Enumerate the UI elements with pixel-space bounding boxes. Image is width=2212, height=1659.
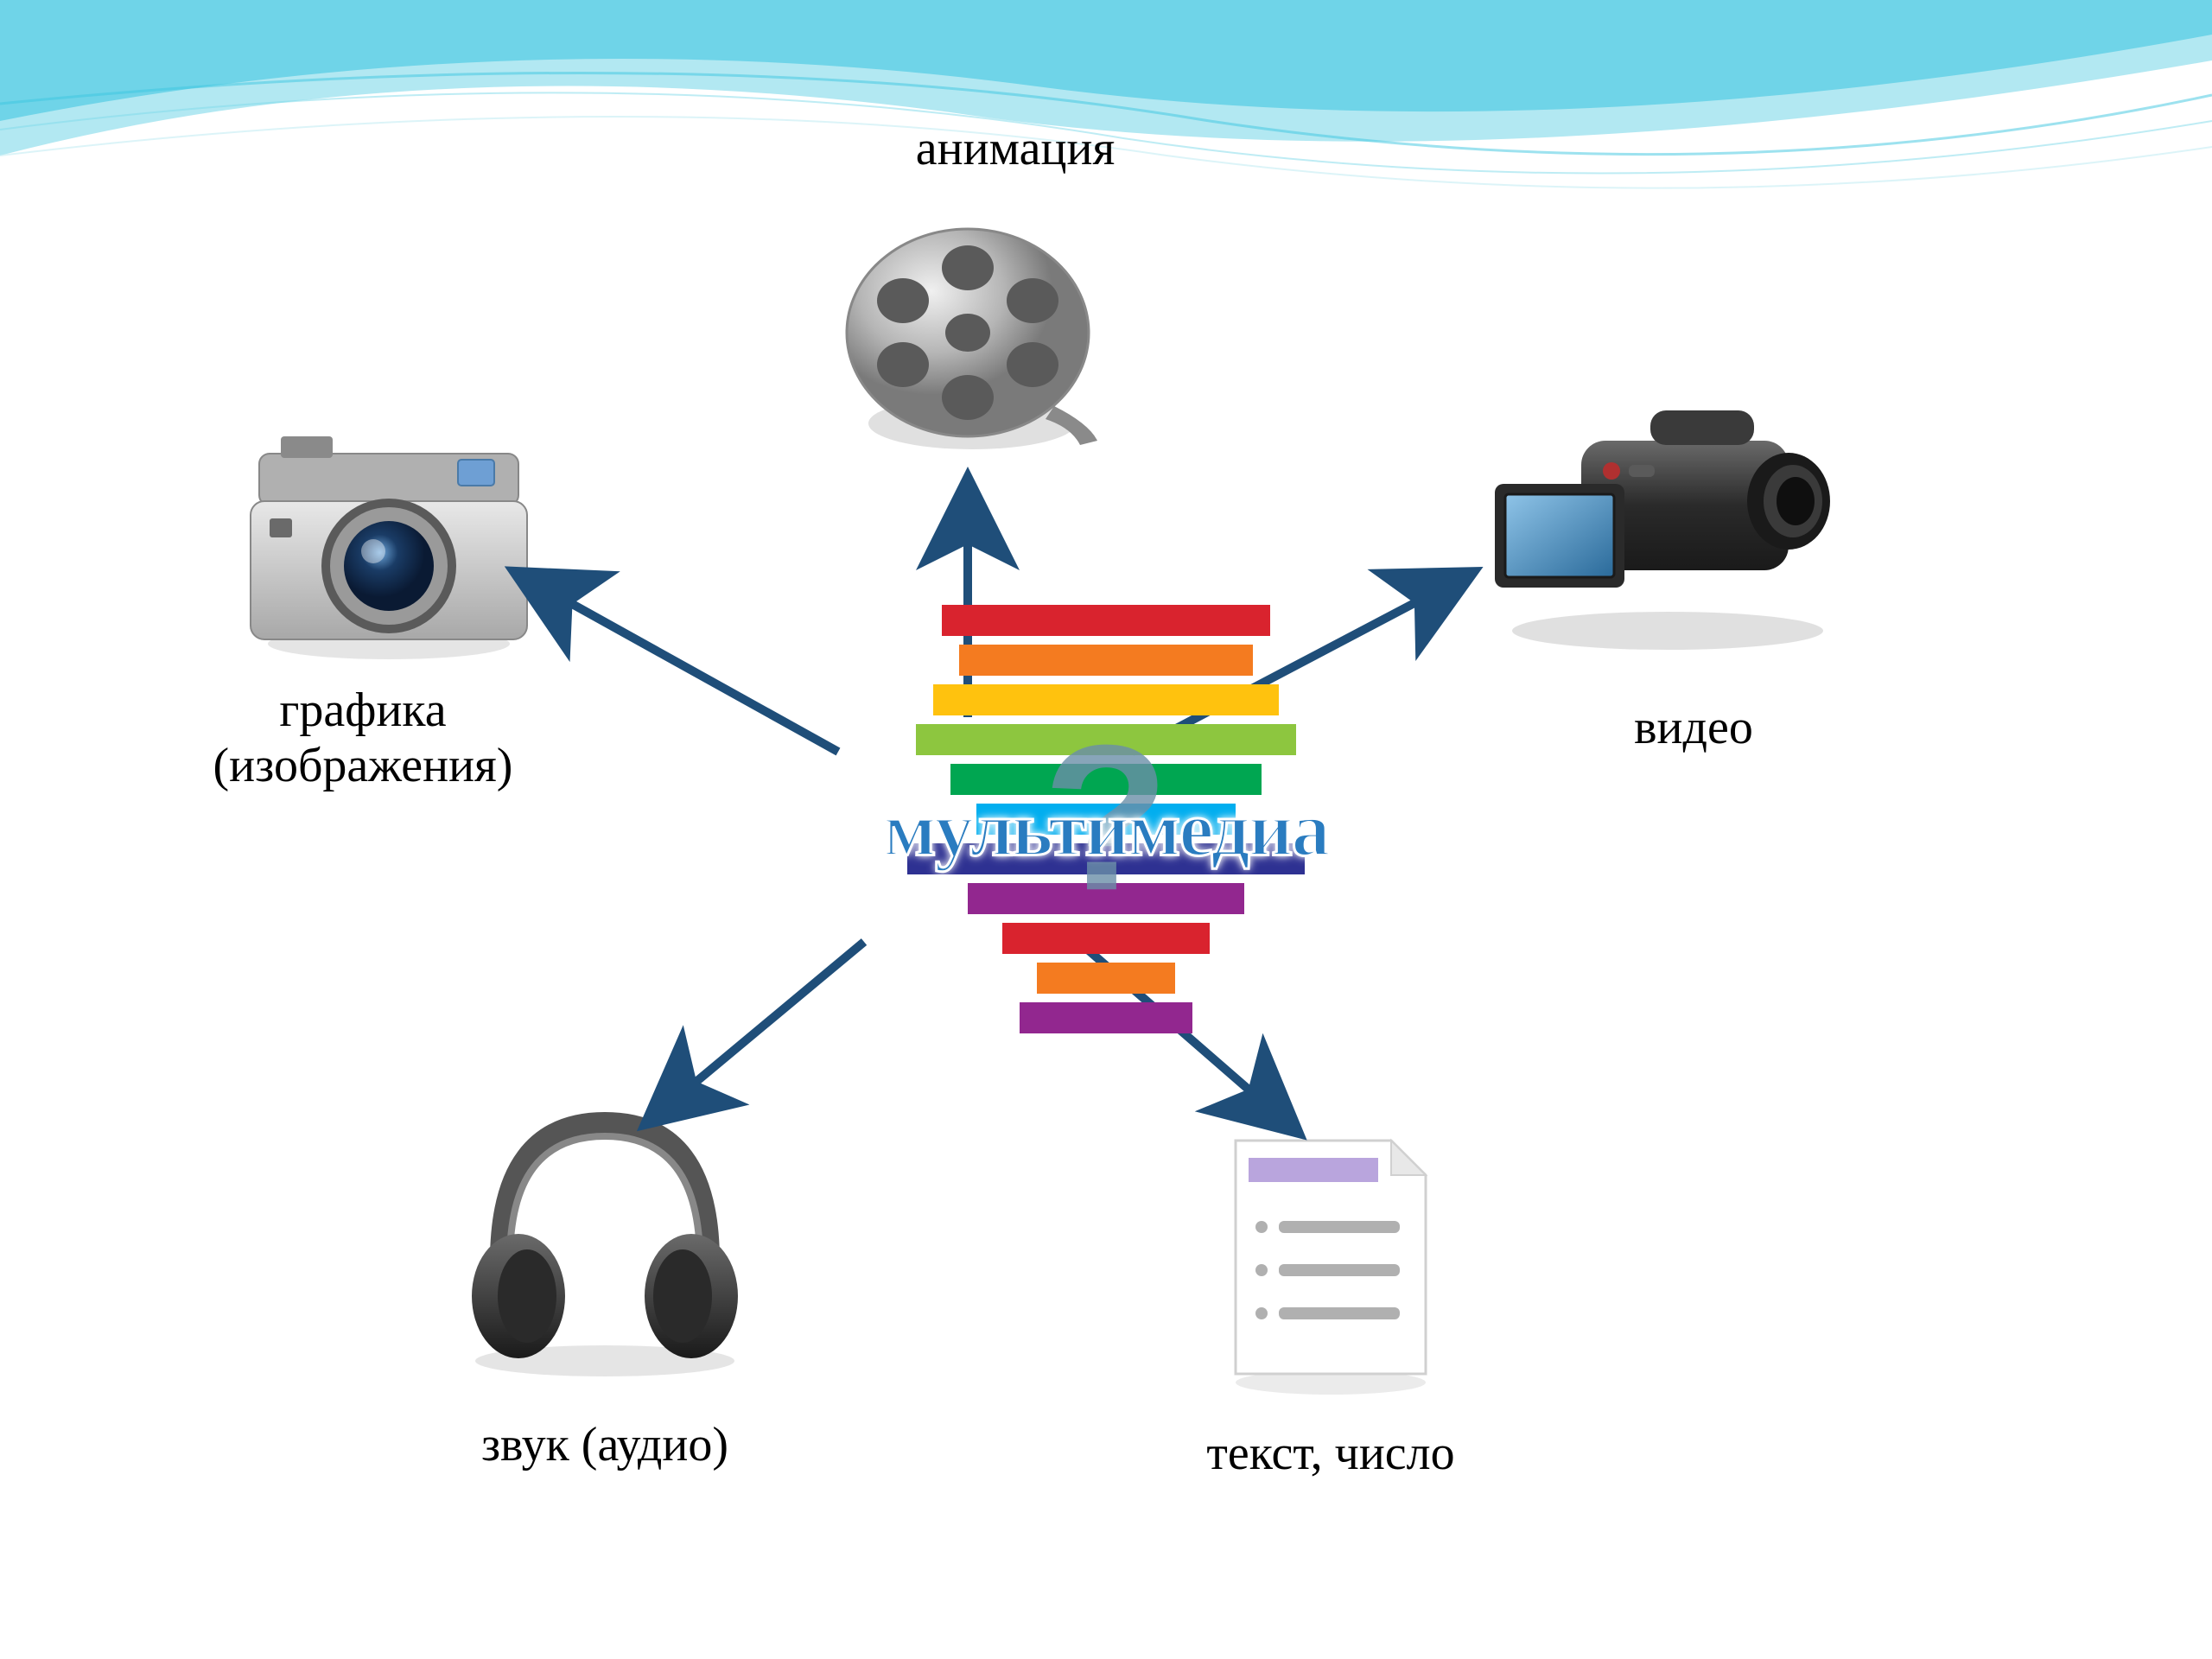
arrow-to-graphics [527, 579, 838, 752]
arrow-to-audio [657, 942, 864, 1115]
center-title: мультимедиа [883, 785, 1328, 874]
